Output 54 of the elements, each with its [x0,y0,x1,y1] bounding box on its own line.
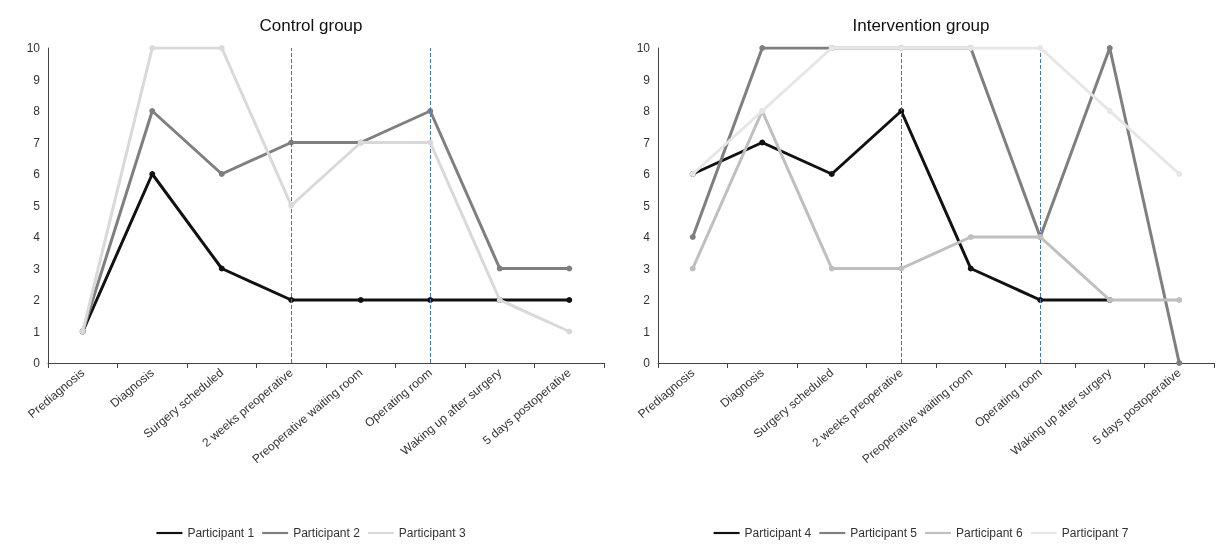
legend-label: Participant 6 [956,526,1024,540]
y-tick-label: 9 [33,72,41,87]
point [566,265,573,272]
chart-title: Control group [259,16,363,35]
y-tick-label: 3 [643,261,651,276]
point [218,45,225,51]
y-tick-label: 0 [643,356,651,370]
y-tick-label: 6 [643,167,651,181]
point [1037,45,1044,51]
y-tick-label: 5 [643,198,651,213]
point [218,171,225,177]
y-tick-label: 8 [643,104,651,118]
point [149,45,156,51]
point [566,297,573,303]
point [759,45,766,51]
y-tick-label: 3 [33,261,41,276]
y-tick-label: 2 [33,293,41,307]
point [828,171,835,177]
point [898,265,905,272]
point [1106,45,1113,51]
point [1176,297,1183,303]
y-tick-label: 7 [643,135,651,150]
y-tick-label: 10 [26,41,41,55]
y-tick-label: 5 [33,198,41,213]
y-tick-label: 6 [33,167,41,181]
y-tick-label: 8 [33,104,41,118]
legend-label: Participant 4 [744,526,812,540]
point [357,297,364,303]
point [1176,171,1183,177]
y-tick-label: 4 [643,230,651,244]
legend-label: Participant 7 [1061,526,1129,540]
y-tick-label: 1 [643,324,651,339]
point [427,139,434,146]
point [1106,108,1113,114]
y-tick-label: 9 [643,72,651,87]
point [566,328,573,335]
y-tick-label: 10 [636,41,651,55]
point [759,139,766,146]
legend-label: Participant 5 [850,526,918,540]
y-tick-label: 1 [33,324,41,339]
y-tick-label: 2 [643,293,651,307]
y-tick-label: 0 [33,356,41,370]
point [149,171,156,177]
point [149,108,156,114]
legend-label: Participant 2 [293,526,361,540]
chart-title: Intervention group [852,16,990,35]
legend-label: Participant 3 [398,526,466,540]
y-tick-label: 7 [33,135,41,150]
point [288,202,295,209]
point [1176,360,1183,366]
point [967,234,974,240]
legend-label: Participant 1 [187,526,255,540]
point [689,234,696,240]
y-tick-label: 4 [33,230,41,244]
